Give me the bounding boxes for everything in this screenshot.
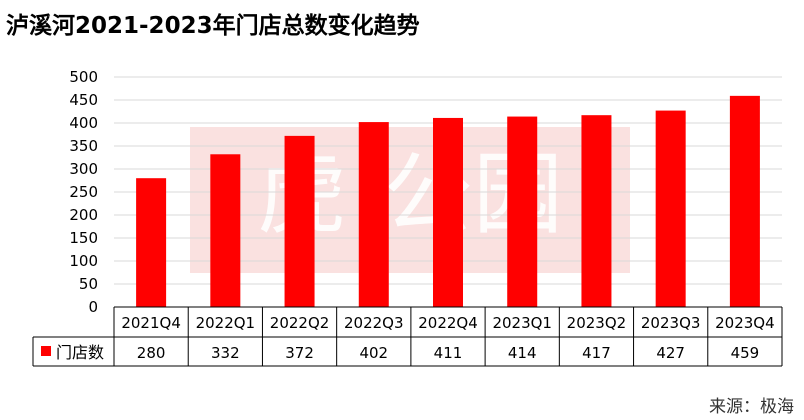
source-note: 来源：极海 bbox=[709, 397, 794, 417]
watermark: 虎!公园 bbox=[190, 127, 630, 273]
y-tick-label: 400 bbox=[69, 114, 98, 132]
bar bbox=[136, 178, 167, 307]
x-tick-label: 2021Q4 bbox=[121, 314, 181, 332]
x-tick-label: 2022Q2 bbox=[270, 314, 330, 332]
x-tick-label: 2023Q2 bbox=[567, 314, 627, 332]
bar bbox=[284, 135, 315, 307]
data-label: 411 bbox=[434, 344, 463, 362]
data-label: 459 bbox=[731, 344, 760, 362]
x-tick-label: 2022Q4 bbox=[418, 314, 478, 332]
y-tick-label: 200 bbox=[69, 206, 98, 224]
bar bbox=[507, 116, 538, 307]
y-tick-label: 300 bbox=[69, 160, 98, 178]
data-label: 332 bbox=[211, 344, 240, 362]
y-tick-label: 250 bbox=[69, 183, 98, 201]
data-label: 414 bbox=[508, 344, 537, 362]
legend-label: 门店数 bbox=[56, 343, 104, 362]
data-label: 402 bbox=[359, 344, 388, 362]
chart-title: 泸溪河2021-2023年门店总数变化趋势 bbox=[6, 13, 420, 39]
bar bbox=[358, 122, 389, 307]
bar bbox=[210, 154, 241, 307]
x-tick-label: 2022Q3 bbox=[344, 314, 404, 332]
y-tick-label: 150 bbox=[69, 229, 98, 247]
bars bbox=[136, 95, 760, 308]
data-label: 427 bbox=[656, 344, 685, 362]
data-label: 280 bbox=[137, 344, 166, 362]
y-tick-label: 450 bbox=[69, 91, 98, 109]
data-table: 2021Q4 280 2022Q1 332 2022Q2 372 2022Q3 402 2022… bbox=[32, 306, 783, 367]
x-tick-label: 2022Q1 bbox=[196, 314, 256, 332]
data-label: 372 bbox=[285, 344, 314, 362]
y-tick-label: 0 bbox=[88, 298, 98, 316]
y-axis: 0 50 100 150 200 250 300 350 400 450 500 bbox=[69, 68, 98, 316]
y-tick-label: 50 bbox=[79, 275, 98, 293]
x-tick-label: 2023Q4 bbox=[715, 314, 775, 332]
legend-swatch bbox=[41, 346, 51, 356]
bar bbox=[729, 95, 760, 307]
bar bbox=[655, 110, 686, 307]
y-tick-label: 350 bbox=[69, 137, 98, 155]
bar bbox=[433, 117, 463, 307]
data-label: 417 bbox=[582, 344, 611, 362]
x-tick-label: 2023Q1 bbox=[492, 314, 552, 332]
y-tick-label: 500 bbox=[69, 68, 98, 86]
bar bbox=[581, 115, 612, 308]
y-tick-label: 100 bbox=[69, 252, 98, 270]
x-tick-label: 2023Q3 bbox=[641, 314, 701, 332]
